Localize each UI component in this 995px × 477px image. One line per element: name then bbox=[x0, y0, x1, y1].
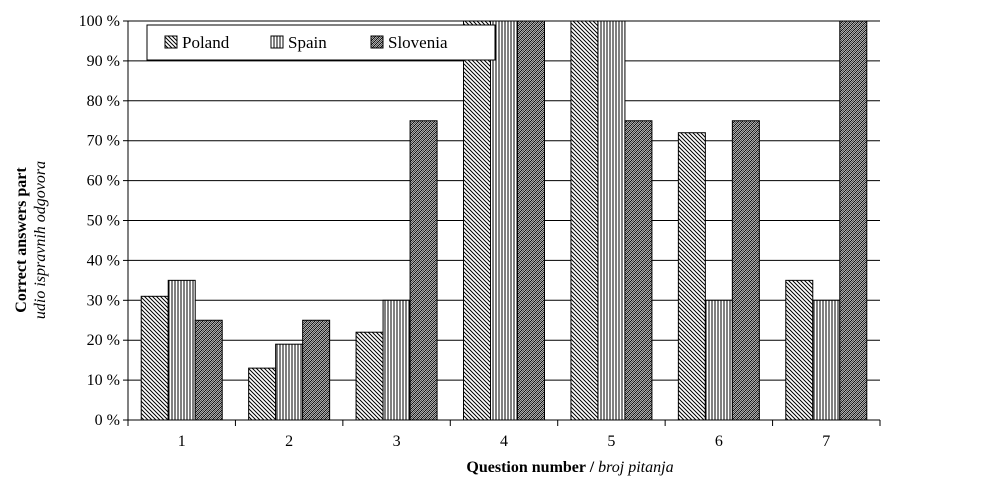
bar-slovenia-q7 bbox=[839, 20, 868, 421]
y-axis-label-sub: udio ispravnih odgovora bbox=[32, 161, 49, 319]
y-tick-label: 50 % bbox=[87, 213, 120, 230]
x-tick-label: 3 bbox=[393, 433, 401, 450]
bar-slovenia-q5 bbox=[624, 120, 653, 421]
y-axis-label-main: Correct answers part bbox=[13, 167, 30, 313]
y-tick-label: 60 % bbox=[87, 173, 120, 190]
bar-slovenia-q2 bbox=[302, 319, 331, 421]
bar-slovenia-q3 bbox=[409, 120, 438, 421]
bar-slovenia-q4 bbox=[517, 20, 545, 421]
bar-spain-q4 bbox=[490, 20, 518, 421]
legend: Poland Spain Slovenia bbox=[146, 24, 496, 61]
x-axis-label: Question number / broj pitanja bbox=[466, 459, 673, 476]
x-axis-ticks: 1 2 3 4 5 6 7 bbox=[127, 420, 881, 450]
y-tick-label: 70 % bbox=[87, 133, 120, 150]
bar-poland-q6 bbox=[677, 132, 706, 421]
x-tick-label: 7 bbox=[822, 433, 830, 450]
x-tick-label: 5 bbox=[607, 433, 615, 450]
x-tick-label: 6 bbox=[715, 433, 723, 450]
bar-spain-q6 bbox=[704, 299, 733, 421]
y-tick-label: 10 % bbox=[87, 372, 120, 389]
y-tick-label: 30 % bbox=[87, 292, 120, 309]
legend-label-slovenia: Slovenia bbox=[388, 33, 448, 52]
bar-spain-q2 bbox=[275, 343, 304, 421]
bar-poland-q1 bbox=[140, 295, 169, 421]
y-tick-label: 90 % bbox=[87, 53, 120, 70]
bar-slovenia-q6 bbox=[731, 120, 760, 421]
bar-spain-q1 bbox=[167, 279, 196, 421]
legend-box bbox=[146, 24, 496, 61]
bar-spain-q7 bbox=[812, 299, 841, 421]
legend-swatch-spain bbox=[270, 35, 284, 49]
legend-swatch-poland bbox=[164, 35, 178, 49]
bar-spain-q5 bbox=[597, 20, 626, 421]
x-tick-label: 1 bbox=[178, 433, 186, 450]
legend-label-poland: Poland bbox=[182, 33, 230, 52]
legend-label-spain: Spain bbox=[288, 33, 327, 52]
bar-poland-q4 bbox=[463, 20, 491, 421]
x-axis-label-main: Question number / bbox=[466, 459, 594, 476]
bar-poland-q3 bbox=[355, 331, 384, 421]
bars bbox=[140, 20, 868, 421]
y-tick-label: 80 % bbox=[87, 93, 120, 110]
y-tick-label: 100 % bbox=[79, 13, 120, 30]
bar-poland-q5 bbox=[570, 20, 599, 421]
bar-poland-q2 bbox=[248, 367, 277, 421]
x-tick-label: 4 bbox=[500, 433, 508, 450]
y-axis-ticks: 0 % 10 % 20 % 30 % 40 % 50 % 60 % 70 % 80 % 90 % 1… bbox=[79, 13, 128, 429]
x-tick-label: 2 bbox=[285, 433, 293, 450]
bar-slovenia-q1 bbox=[194, 319, 223, 421]
y-tick-label: 40 % bbox=[87, 252, 120, 269]
bar-spain-q3 bbox=[382, 299, 411, 421]
axes bbox=[127, 21, 880, 421]
bar-poland-q7 bbox=[785, 279, 814, 421]
y-axis-label: Correct answers part udio ispravnih odgo… bbox=[13, 161, 49, 319]
legend-swatch-slovenia bbox=[370, 35, 384, 49]
y-tick-label: 20 % bbox=[87, 332, 120, 349]
y-tick-label: 0 % bbox=[95, 412, 120, 429]
x-axis-label-sub: broj pitanja bbox=[598, 459, 673, 476]
